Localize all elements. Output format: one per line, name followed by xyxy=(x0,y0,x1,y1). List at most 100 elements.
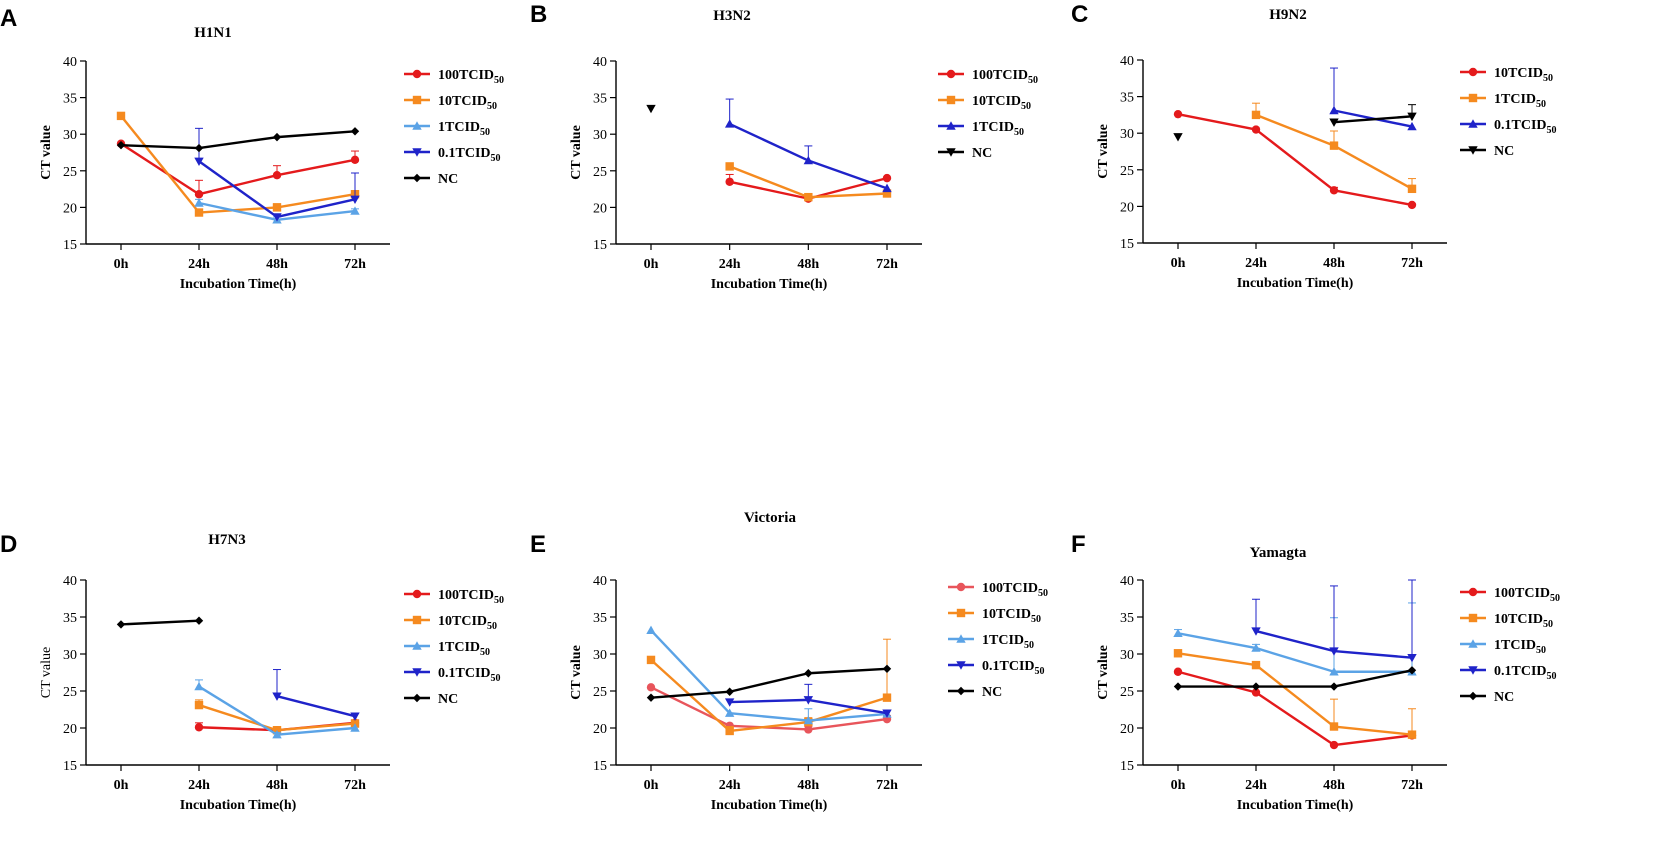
data-point xyxy=(646,625,656,635)
legend-marker xyxy=(1468,666,1478,675)
data-point xyxy=(194,190,204,199)
y-tick-label: 35 xyxy=(1120,611,1134,626)
y-tick-label: 35 xyxy=(593,92,607,107)
data-point xyxy=(350,155,360,165)
data-point xyxy=(1251,682,1261,691)
data-point xyxy=(803,715,814,725)
legend-entry: 10TCID50 xyxy=(1460,66,1553,84)
series-0-1tcid50 xyxy=(194,127,360,222)
x-axis-label: Incubation Time(h) xyxy=(711,798,828,813)
data-point xyxy=(724,708,735,717)
legend-label: 1TCID50 xyxy=(1494,92,1546,110)
legend-entry: 100TCID50 xyxy=(404,68,504,86)
data-point xyxy=(194,143,204,153)
series-line-segment xyxy=(1333,189,1413,207)
legend-label: 1TCID50 xyxy=(1494,638,1546,656)
y-axis-label: CT value xyxy=(569,645,584,700)
legend-label: 100TCID50 xyxy=(982,581,1048,599)
legend-label: NC xyxy=(972,146,992,161)
series-line-segment xyxy=(1255,128,1335,192)
legend-entry: NC xyxy=(948,685,1002,700)
series-nc xyxy=(116,616,204,629)
y-tick-label: 20 xyxy=(593,201,607,216)
legend-marker xyxy=(412,69,422,79)
data-point xyxy=(882,693,892,702)
data-point xyxy=(804,725,813,734)
series-line-segment xyxy=(1333,649,1413,659)
legend-entry: 0.1TCID50 xyxy=(1460,664,1557,682)
y-axis-label: CT value xyxy=(1096,124,1111,179)
data-point xyxy=(804,192,813,202)
series-line-segment xyxy=(276,130,356,139)
data-point xyxy=(1251,660,1261,670)
series-nc xyxy=(1173,666,1417,691)
y-tick-label: 20 xyxy=(593,722,607,737)
data-point xyxy=(1329,186,1339,195)
data-point xyxy=(1251,643,1261,652)
data-point xyxy=(1173,628,1183,637)
legend-marker xyxy=(1468,613,1478,623)
panel-letter: A xyxy=(0,5,17,32)
series-line-segment xyxy=(198,685,278,736)
series-nc xyxy=(646,104,656,114)
series-line-segment xyxy=(729,672,809,693)
data-point xyxy=(725,162,734,171)
series-line-segment xyxy=(729,698,809,704)
legend-label: 1TCID50 xyxy=(438,120,490,138)
legend-marker xyxy=(412,148,422,157)
series-line-segment xyxy=(729,720,809,733)
panel-letter: F xyxy=(1071,531,1086,558)
series-line-segment xyxy=(1333,734,1413,747)
series-line-segment xyxy=(276,695,356,718)
data-point xyxy=(803,155,814,165)
legend-entry: 0.1TCID50 xyxy=(1460,118,1557,136)
x-axis-label: Incubation Time(h) xyxy=(180,798,297,813)
y-tick-label: 35 xyxy=(63,92,77,107)
series-line-segment xyxy=(1255,629,1335,653)
data-point xyxy=(1407,121,1417,131)
legend-entry: 10TCID50 xyxy=(1460,612,1553,630)
legend-label: 100TCID50 xyxy=(1494,586,1560,604)
series-line-segment xyxy=(650,629,731,715)
y-axis-label: CT value xyxy=(569,125,584,180)
y-tick-label: 25 xyxy=(593,685,607,700)
legend-entry: 0.1TCID50 xyxy=(404,666,501,684)
series-10tcid50 xyxy=(1173,109,1417,210)
data-point xyxy=(116,140,126,150)
data-point xyxy=(1251,688,1261,697)
y-tick-label: 15 xyxy=(593,759,607,774)
y-tick-label: 15 xyxy=(1120,237,1134,252)
y-tick-label: 20 xyxy=(1120,722,1134,737)
x-tick-label: 24h xyxy=(719,778,741,793)
legend-label: NC xyxy=(438,692,458,707)
chart-panel-c: C H9N2 15 20 25 30 35 40 0h 24h 48h 72h Incubation T… xyxy=(1071,1,1557,291)
data-point xyxy=(1407,666,1417,675)
y-tick-label: 30 xyxy=(63,128,77,143)
legend-marker xyxy=(412,95,422,105)
legend-marker xyxy=(1468,146,1478,155)
data-point xyxy=(1407,730,1417,739)
series-line-segment xyxy=(808,717,888,731)
data-point xyxy=(272,213,282,222)
legend-marker xyxy=(412,121,422,130)
data-point xyxy=(882,183,892,193)
legend-marker xyxy=(1468,587,1478,597)
legend-marker xyxy=(946,95,956,105)
data-point xyxy=(1407,112,1417,122)
x-tick-label: 72h xyxy=(1401,778,1423,793)
data-point xyxy=(1173,649,1183,658)
x-axis-label: Incubation Time(h) xyxy=(711,277,828,292)
data-point xyxy=(1251,110,1261,120)
data-point xyxy=(194,681,204,691)
data-point xyxy=(646,693,656,702)
series-line-segment xyxy=(198,135,278,150)
legend-label: 10TCID50 xyxy=(1494,66,1553,84)
x-tick-label: 72h xyxy=(876,778,898,793)
data-point xyxy=(646,655,656,665)
data-point xyxy=(272,170,282,180)
data-point xyxy=(882,709,892,718)
legend-marker xyxy=(956,582,966,592)
data-point xyxy=(1407,654,1417,663)
data-point xyxy=(1329,667,1339,676)
data-point xyxy=(194,208,204,217)
